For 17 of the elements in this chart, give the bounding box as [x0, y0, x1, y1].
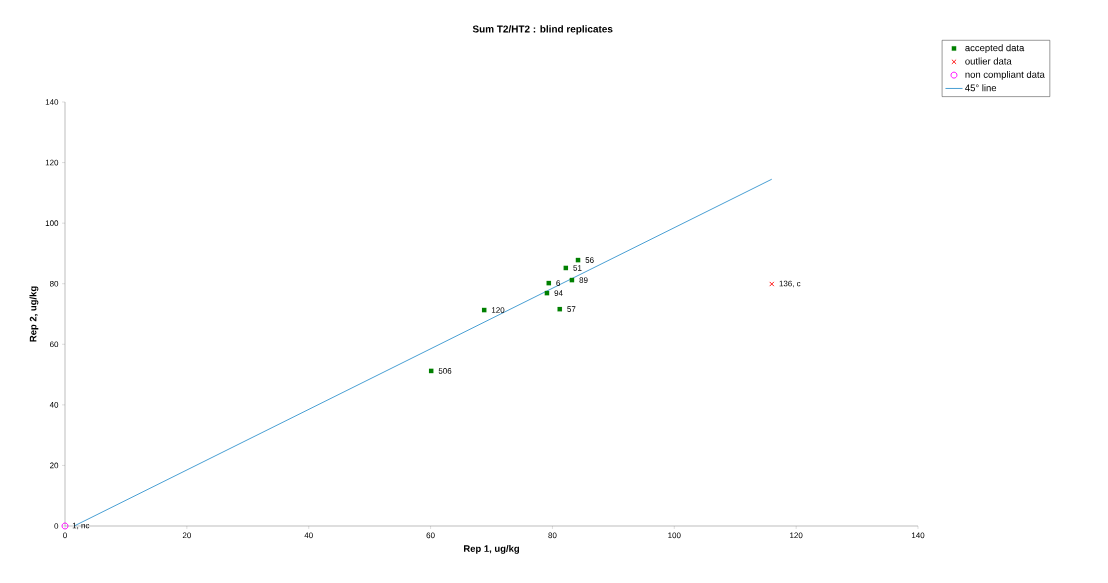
y-axis-title: Rep 2, ug/kg	[29, 286, 39, 342]
point	[544, 290, 550, 296]
point	[61, 522, 69, 530]
point	[575, 257, 581, 263]
legend-label: outlier data	[965, 57, 1012, 65]
legend-label: 45° line	[965, 84, 997, 92]
x-axis-title: Rep 1, ug/kg	[464, 544, 520, 554]
point	[569, 277, 575, 283]
legend-label: non compliant data	[965, 70, 1045, 80]
chart-title: Sum T2/HT2 : blind replicates	[472, 25, 613, 35]
point	[769, 281, 775, 287]
point	[563, 265, 569, 271]
point	[428, 368, 434, 374]
legend-label: accepted data	[965, 44, 1025, 54]
point	[481, 307, 487, 313]
point	[546, 280, 552, 286]
point	[557, 306, 562, 312]
